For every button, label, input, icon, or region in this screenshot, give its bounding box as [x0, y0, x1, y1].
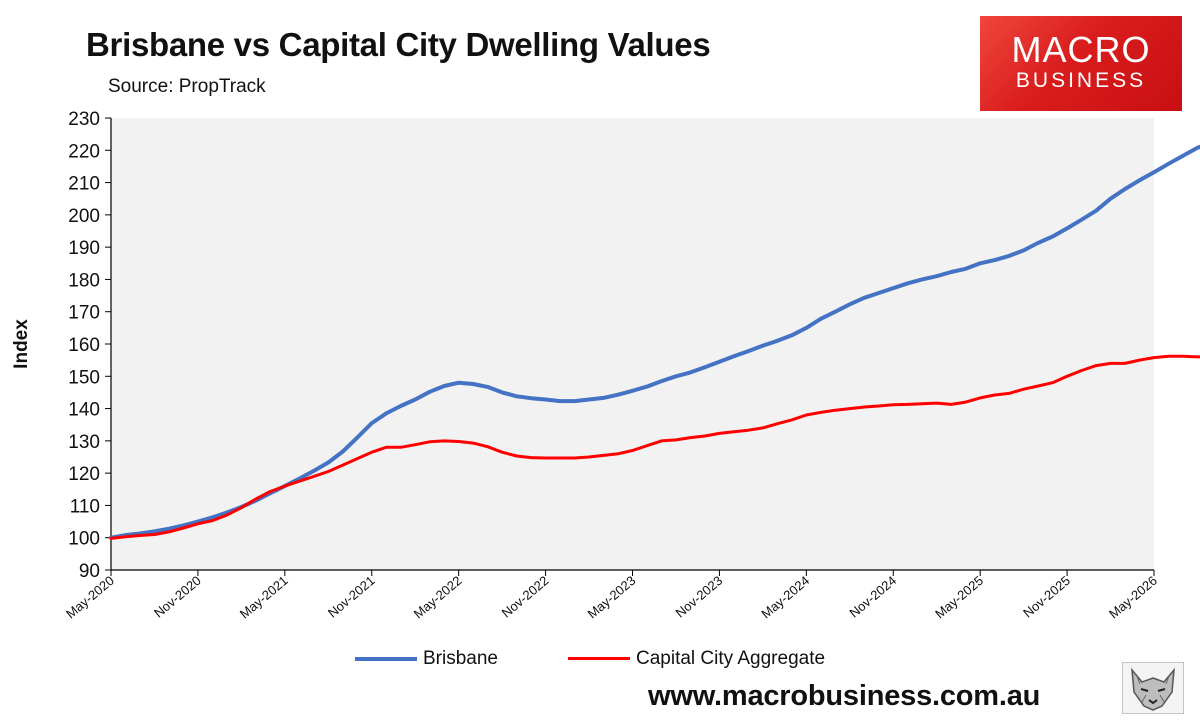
legend-item-brisbane: Brisbane	[355, 648, 498, 670]
y-tick-label: 210	[68, 174, 100, 195]
legend-item-capital: Capital City Aggregate	[568, 648, 825, 670]
y-axis: 90 100 110 120 130 140 150 160 170 180 190 200 210 22…	[68, 109, 112, 582]
y-tick-label: 170	[68, 303, 100, 324]
series-layer	[109, 144, 1200, 540]
y-tick-label: 100	[68, 529, 100, 550]
x-tick-label: Nov-2020	[151, 573, 204, 621]
x-tick-label: Nov-2021	[325, 573, 378, 621]
chart-subtitle: Source: PropTrack	[108, 76, 266, 97]
x-tick-label: Nov-2025	[1020, 573, 1073, 621]
x-tick-label: Nov-2024	[846, 573, 899, 621]
legend-swatch-capital	[568, 657, 630, 661]
chart-title: Brisbane vs Capital City Dwelling Values	[86, 26, 711, 63]
x-tick-label: Nov-2022	[499, 573, 552, 621]
logo-line-1: MACRO	[1011, 29, 1151, 70]
y-tick-label: 200	[68, 206, 100, 227]
legend-label-capital: Capital City Aggregate	[636, 648, 826, 669]
x-tick-label: May-2025	[932, 573, 986, 622]
y-axis-label: Index	[11, 319, 32, 369]
y-tick-label: 220	[68, 141, 100, 162]
x-tick-label: Nov-2023	[673, 573, 726, 621]
legend-swatch-brisbane	[355, 656, 417, 661]
x-tick-label: May-2023	[584, 573, 638, 622]
series-line-capital-city-aggregate	[109, 354, 1200, 540]
y-tick-label: 130	[68, 432, 100, 453]
footer-url: www.macrobusiness.com.au	[648, 680, 1041, 712]
legend-label-brisbane: Brisbane	[423, 648, 498, 669]
x-tick-label: May-2021	[237, 573, 291, 622]
y-tick-label: 120	[68, 464, 100, 485]
y-tick-label: 110	[70, 496, 100, 517]
y-tick-label: 190	[68, 238, 100, 259]
series-line-brisbane	[109, 144, 1200, 540]
y-tick-label: 230	[68, 109, 100, 130]
y-tick-label: 140	[68, 400, 100, 421]
y-tick-label: 150	[68, 367, 100, 388]
plot-area	[111, 118, 1154, 570]
y-tick-label: 180	[68, 270, 100, 291]
x-tick-label: May-2022	[411, 573, 465, 622]
y-tick-label: 160	[68, 335, 100, 356]
y-tick-label: 90	[79, 561, 100, 582]
x-tick-label: May-2024	[758, 573, 812, 622]
wolf-mascot-icon	[1122, 662, 1184, 714]
logo-line-2: BUSINESS	[1015, 69, 1147, 92]
x-axis: May-2020 Nov-2020 May-2021 Nov-2021 May-2022…	[63, 569, 1160, 622]
x-tick-label: May-2026	[1106, 573, 1160, 622]
macrobusiness-logo: MACRO BUSINESS	[980, 16, 1182, 111]
